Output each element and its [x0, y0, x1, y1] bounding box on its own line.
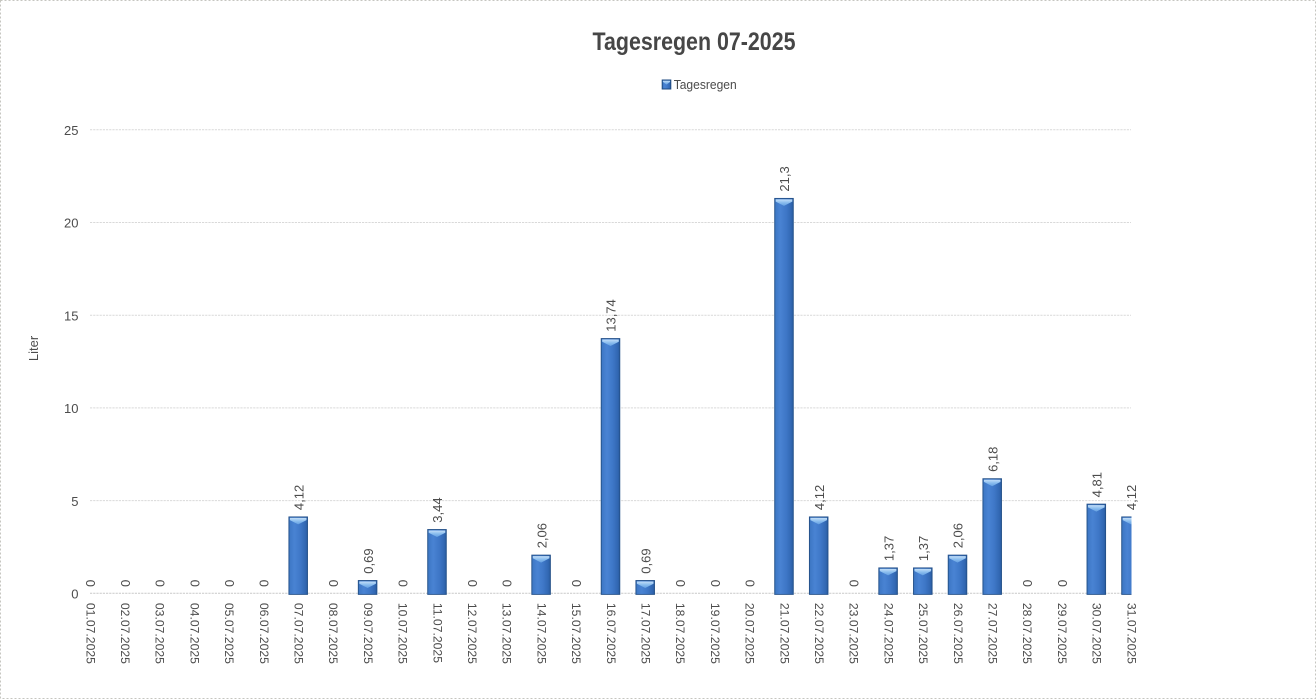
svg-text:3,44: 3,44 — [430, 497, 445, 522]
svg-text:Tagesregen: Tagesregen — [674, 78, 737, 92]
svg-text:04.07.2025: 04.07.2025 — [187, 603, 201, 664]
svg-text:12.07.2025: 12.07.2025 — [465, 603, 479, 664]
svg-text:21,3: 21,3 — [777, 166, 792, 191]
svg-text:6,18: 6,18 — [985, 447, 1000, 472]
svg-text:21.07.2025: 21.07.2025 — [777, 603, 791, 664]
svg-text:20: 20 — [64, 216, 78, 231]
svg-text:13.07.2025: 13.07.2025 — [500, 603, 514, 664]
svg-text:0: 0 — [743, 580, 758, 587]
svg-text:0,69: 0,69 — [361, 548, 376, 573]
svg-text:4,12: 4,12 — [1124, 485, 1139, 510]
svg-text:10.07.2025: 10.07.2025 — [396, 603, 410, 664]
svg-text:25.07.2025: 25.07.2025 — [916, 603, 930, 664]
svg-text:2,06: 2,06 — [951, 523, 966, 548]
svg-text:0,69: 0,69 — [638, 548, 653, 573]
svg-text:05.07.2025: 05.07.2025 — [222, 603, 236, 664]
svg-text:0: 0 — [187, 580, 202, 587]
svg-text:14.07.2025: 14.07.2025 — [534, 603, 548, 664]
svg-text:0: 0 — [71, 587, 78, 602]
svg-text:01.07.2025: 01.07.2025 — [83, 603, 97, 664]
svg-text:0: 0 — [83, 580, 98, 587]
svg-text:0: 0 — [1020, 580, 1035, 587]
svg-text:30.07.2025: 30.07.2025 — [1090, 603, 1104, 664]
svg-text:22.07.2025: 22.07.2025 — [812, 603, 826, 664]
svg-text:09.07.2025: 09.07.2025 — [361, 603, 375, 664]
svg-text:20.07.2025: 20.07.2025 — [743, 603, 757, 664]
svg-text:1,37: 1,37 — [881, 536, 896, 561]
svg-text:17.07.2025: 17.07.2025 — [639, 603, 653, 664]
svg-text:0: 0 — [500, 580, 515, 587]
svg-text:Liter: Liter — [26, 335, 41, 361]
svg-text:13,74: 13,74 — [604, 299, 619, 332]
svg-text:0: 0 — [1055, 580, 1070, 587]
svg-text:4,12: 4,12 — [812, 485, 827, 510]
svg-text:0: 0 — [222, 580, 237, 587]
svg-text:0: 0 — [708, 580, 723, 587]
svg-text:0: 0 — [673, 580, 688, 587]
svg-text:15.07.2025: 15.07.2025 — [569, 603, 583, 664]
svg-text:15: 15 — [64, 308, 78, 323]
svg-text:11.07.2025: 11.07.2025 — [430, 603, 444, 663]
svg-text:0: 0 — [569, 580, 584, 587]
svg-text:28.07.2025: 28.07.2025 — [1020, 603, 1034, 664]
svg-text:0: 0 — [257, 580, 272, 587]
svg-text:06.07.2025: 06.07.2025 — [257, 603, 271, 664]
svg-text:0: 0 — [118, 580, 133, 587]
svg-text:4,81: 4,81 — [1090, 472, 1105, 497]
svg-text:03.07.2025: 03.07.2025 — [153, 603, 167, 664]
svg-text:02.07.2025: 02.07.2025 — [118, 603, 132, 664]
svg-text:27.07.2025: 27.07.2025 — [986, 603, 1000, 664]
svg-text:4,12: 4,12 — [291, 485, 306, 510]
svg-text:24.07.2025: 24.07.2025 — [881, 603, 895, 664]
svg-text:19.07.2025: 19.07.2025 — [708, 603, 722, 664]
svg-text:26.07.2025: 26.07.2025 — [951, 603, 965, 664]
svg-text:08.07.2025: 08.07.2025 — [326, 603, 340, 664]
svg-text:16.07.2025: 16.07.2025 — [604, 603, 618, 664]
svg-text:07.07.2025: 07.07.2025 — [292, 603, 306, 664]
svg-text:10: 10 — [64, 401, 78, 416]
svg-text:23.07.2025: 23.07.2025 — [847, 603, 861, 664]
svg-text:0: 0 — [153, 580, 168, 587]
svg-text:1,37: 1,37 — [916, 536, 931, 561]
svg-text:0: 0 — [465, 580, 480, 587]
svg-text:0: 0 — [326, 580, 341, 587]
svg-text:2,06: 2,06 — [534, 523, 549, 548]
svg-text:0: 0 — [396, 580, 411, 587]
svg-text:Tagesregen 07-2025: Tagesregen 07-2025 — [593, 28, 796, 56]
svg-text:18.07.2025: 18.07.2025 — [673, 603, 687, 664]
svg-text:0: 0 — [847, 580, 862, 587]
svg-text:31.07.2025: 31.07.2025 — [1124, 603, 1138, 664]
svg-text:29.07.2025: 29.07.2025 — [1055, 603, 1069, 664]
svg-text:25: 25 — [64, 123, 78, 138]
svg-text:5: 5 — [71, 494, 78, 509]
